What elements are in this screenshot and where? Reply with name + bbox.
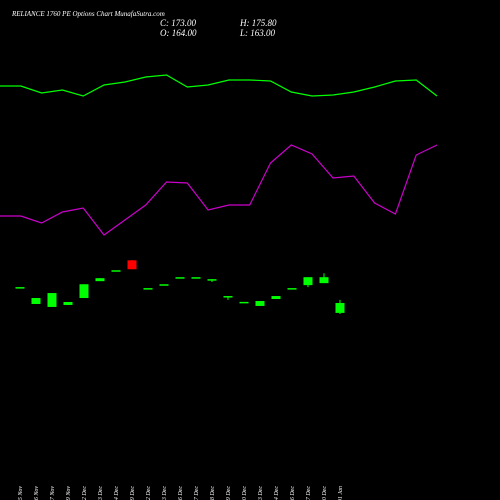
candle-body [79, 284, 89, 299]
x-tick-label: 20 Dec [242, 486, 248, 500]
candle-body [95, 278, 105, 282]
open-label: O: 164.00 [160, 28, 197, 38]
x-tick-label: 02 Dec [82, 486, 88, 500]
x-tick-label: 18 Dec [210, 486, 216, 500]
candle-body [319, 277, 329, 284]
candle-body [207, 279, 217, 281]
candle-body [223, 296, 233, 298]
candle-body [175, 277, 185, 279]
x-tick-label: 17 Dec [194, 486, 200, 500]
x-tick-label: 26 Dec [290, 486, 296, 500]
candle-body [111, 270, 121, 272]
close-label: C: 173.00 [160, 18, 197, 28]
x-tick-label: 23 Dec [258, 486, 264, 500]
x-tick-label: 26 Nov [34, 486, 40, 500]
low-label: L: 163.00 [239, 28, 276, 38]
x-tick-label: 16 Dec [178, 486, 184, 500]
x-tick-label: 01 Jan [338, 486, 344, 500]
x-tick-label: 30 Dec [322, 486, 328, 500]
candle-body [239, 301, 249, 304]
x-tick-label: 09 Dec [130, 486, 136, 500]
chart-title: RELIANCE 1760 PE Options Chart MunafaSut… [11, 10, 165, 18]
x-tick-label: 03 Dec [98, 486, 104, 500]
candle-body [255, 300, 265, 306]
x-tick-label: 13 Dec [162, 486, 168, 500]
candle-body [63, 301, 73, 305]
x-tick-label: 24 Dec [273, 486, 280, 500]
candle-body [31, 298, 41, 304]
x-tick-label: 25 Nov [18, 486, 24, 500]
x-tick-label: 29 Nov [66, 486, 72, 500]
indicator-line [0, 74, 438, 97]
x-tick-label: 12 Dec [146, 486, 152, 500]
candle-body [15, 287, 25, 289]
candle-body [191, 277, 201, 279]
x-tick-label: 19 Dec [226, 486, 232, 500]
x-tick-label: 27 Dec [306, 486, 312, 500]
high-label: H: 175.80 [239, 18, 277, 28]
x-tick-label: 04 Dec [113, 486, 120, 500]
candle-body [159, 284, 169, 286]
candle-body [287, 288, 297, 290]
candle-body [303, 277, 313, 286]
candle-body [271, 296, 281, 300]
candle-body [143, 288, 153, 290]
x-tick-label: 27 Nov [50, 486, 56, 500]
candle-body [335, 302, 345, 313]
candle-body [47, 293, 57, 307]
indicator-line [0, 144, 438, 236]
candle-body [127, 260, 137, 270]
